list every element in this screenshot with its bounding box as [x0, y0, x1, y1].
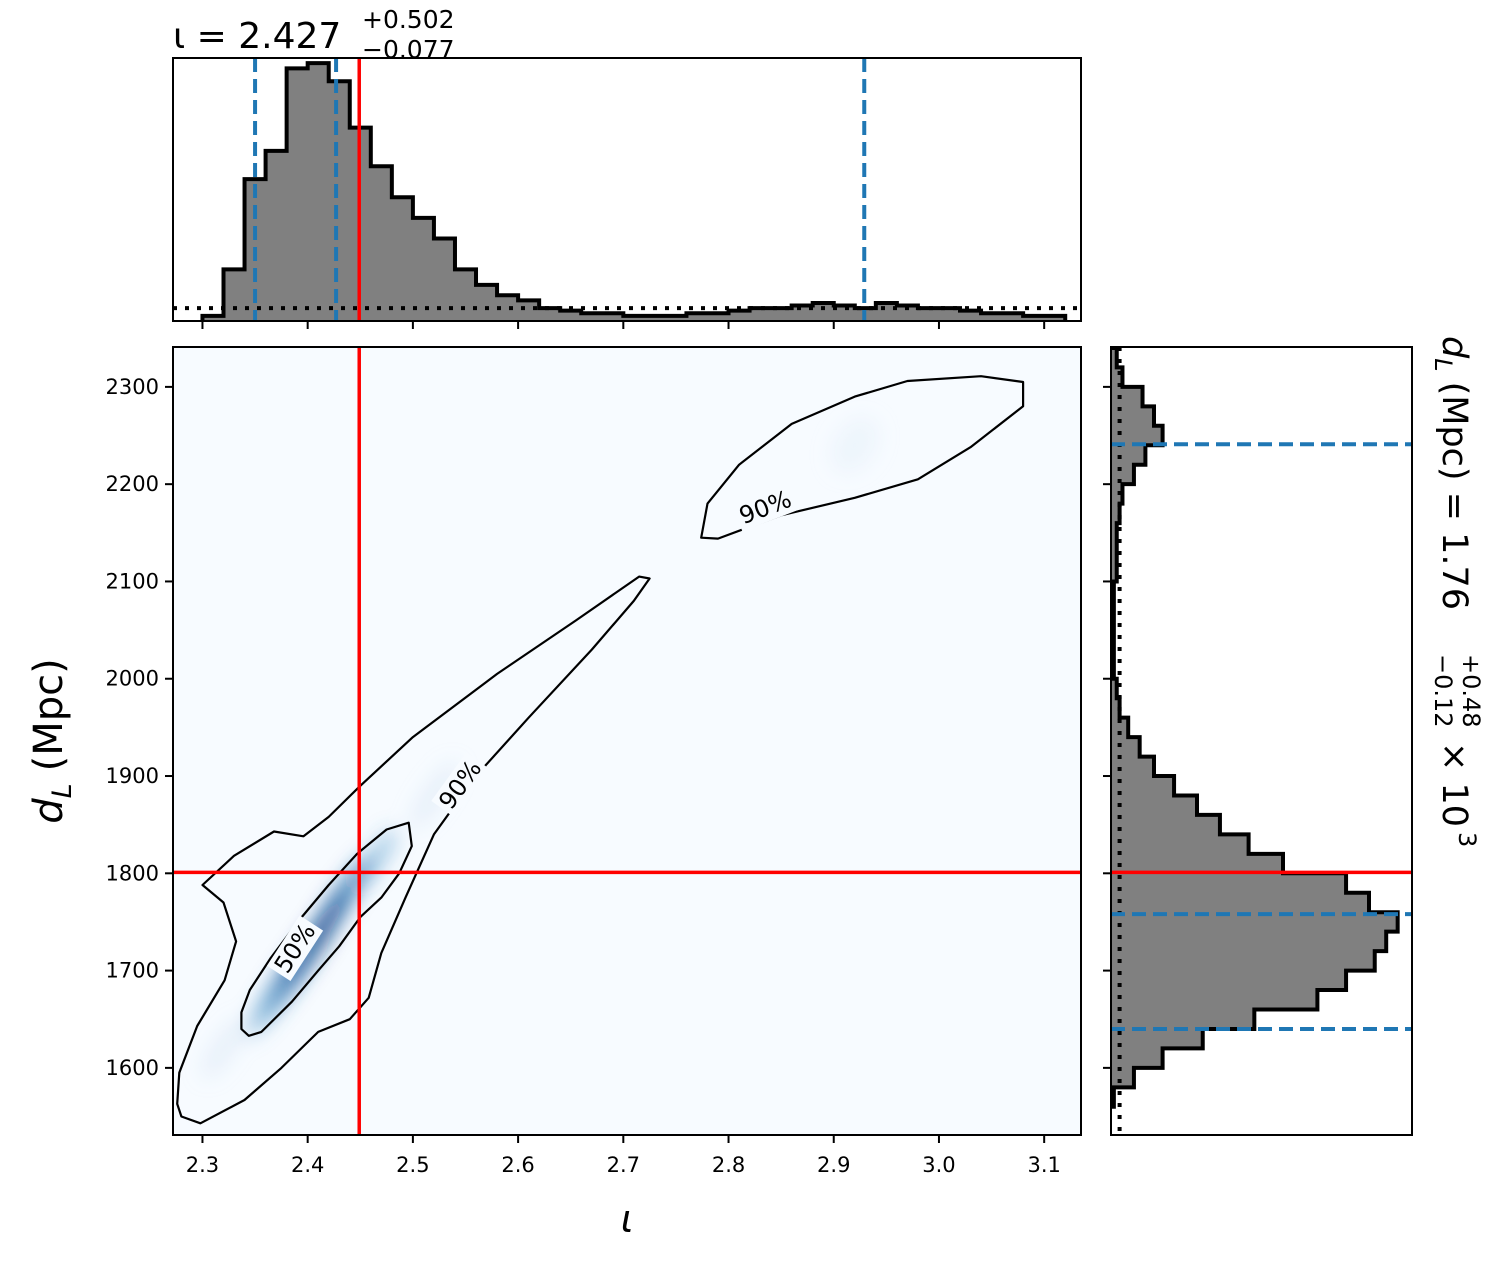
x-tick-label: 2.7: [607, 1153, 640, 1177]
contour-label-background: [732, 483, 799, 532]
x-tick-label: 2.9: [817, 1153, 850, 1177]
y-tick-label: 1600: [106, 1056, 159, 1080]
contour-90-percent: [700, 375, 1025, 540]
y-axis-label-unit: (Mpc): [26, 658, 72, 771]
marginal-dL-title-rest: (Mpc) = 1.76: [1434, 382, 1474, 610]
marginal-iota-title-sub: −0.077: [362, 35, 455, 64]
joint-frame: [172, 346, 1082, 1136]
y-tick-label: 2300: [106, 375, 159, 399]
marginal-iota-title: ι = 2.427: [173, 16, 341, 57]
density-blob: [410, 761, 458, 830]
svg-text:dL(Mpc): dL (Mpc): [26, 658, 78, 824]
y-axis-label-sub: L: [47, 783, 78, 798]
contour-50-percent: [240, 821, 413, 1037]
y-tick-label: 1700: [106, 959, 159, 983]
y-axis-label-main: d: [26, 798, 72, 824]
density-blob: [307, 856, 371, 949]
marginal-dL-title-exp-power: 3: [1453, 832, 1481, 847]
marginal-iota-ticks: [201, 321, 1046, 329]
contour-label-background: [266, 915, 324, 981]
y-tick-label: 2100: [106, 569, 159, 593]
y-axis-label: dL (Mpc): [26, 658, 78, 824]
joint-panel: 90%90%50% 2.3 2.4 2.5 2.6 2.7 2.8 2.9 3.0 3.1 16…: [26, 346, 1082, 1241]
dL-hist-fill: [1111, 347, 1398, 1107]
marginal-dL-title-sub: −0.12: [1429, 654, 1457, 728]
marginal-dL-ticks: [1103, 385, 1111, 1069]
x-tick-label: 2.6: [501, 1153, 534, 1177]
x-tick-label: 3.0: [922, 1153, 955, 1177]
y-tick-label: 1900: [106, 764, 159, 788]
x-tick-label: 2.8: [712, 1153, 745, 1177]
marginal-dL-panel: dL (Mpc) = 1.76 +0.48 −0.12 × 10 3: [1103, 336, 1485, 1136]
y-axis-ticks: 1600 1700 1800 1900 2000 2100 2200 2300: [106, 375, 173, 1080]
x-axis-ticks: 2.3 2.4 2.5 2.6 2.7 2.8 2.9 3.0 3.1: [186, 1135, 1061, 1177]
contour-90-percent: [176, 575, 651, 1125]
contour-label-background: [431, 752, 490, 818]
marginal-dL-frame: [1110, 346, 1413, 1136]
marginal-dL-title-exp: × 10: [1434, 742, 1474, 827]
x-axis-label: ι: [621, 1197, 634, 1241]
x-tick-label: 2.3: [186, 1153, 219, 1177]
x-tick-label: 3.1: [1027, 1153, 1060, 1177]
credible-contours: [176, 375, 1025, 1125]
dL-hist-outline: [1111, 347, 1400, 1109]
density-blob: [202, 1018, 245, 1078]
y-tick-label: 1800: [106, 861, 159, 885]
marginal-dL-title-main: d: [1434, 336, 1474, 359]
marginal-iota-title-sup: +0.502: [362, 5, 455, 34]
density-blob: [244, 980, 287, 1039]
y-tick-label: 2000: [106, 667, 159, 691]
x-tick-label: 2.4: [291, 1153, 324, 1177]
joint-background: [173, 347, 1081, 1135]
marginal-iota-histogram: [173, 58, 1081, 321]
x-tick-label: 2.5: [396, 1153, 429, 1177]
iota-hist-outline: [200, 61, 1068, 321]
marginal-dL-title-sub-L: L: [1429, 358, 1457, 371]
truth-lines: [173, 347, 1081, 1135]
iota-hist-fill: [202, 63, 1066, 321]
density-blob: [831, 417, 879, 473]
marginal-iota-panel: ι = 2.427 +0.502 −0.077: [172, 5, 1082, 329]
marginal-dL-title-sup: +0.48: [1457, 654, 1485, 728]
marginal-dL-histogram: [1111, 347, 1412, 1135]
y-tick-label: 2200: [106, 472, 159, 496]
svg-text:dL(Mpc) = 1.76: dL (Mpc) = 1.76: [1429, 336, 1474, 610]
marginal-iota-frame: [172, 57, 1082, 322]
marginal-dL-title: dL (Mpc) = 1.76 +0.48 −0.12 × 10 3: [1429, 336, 1485, 847]
